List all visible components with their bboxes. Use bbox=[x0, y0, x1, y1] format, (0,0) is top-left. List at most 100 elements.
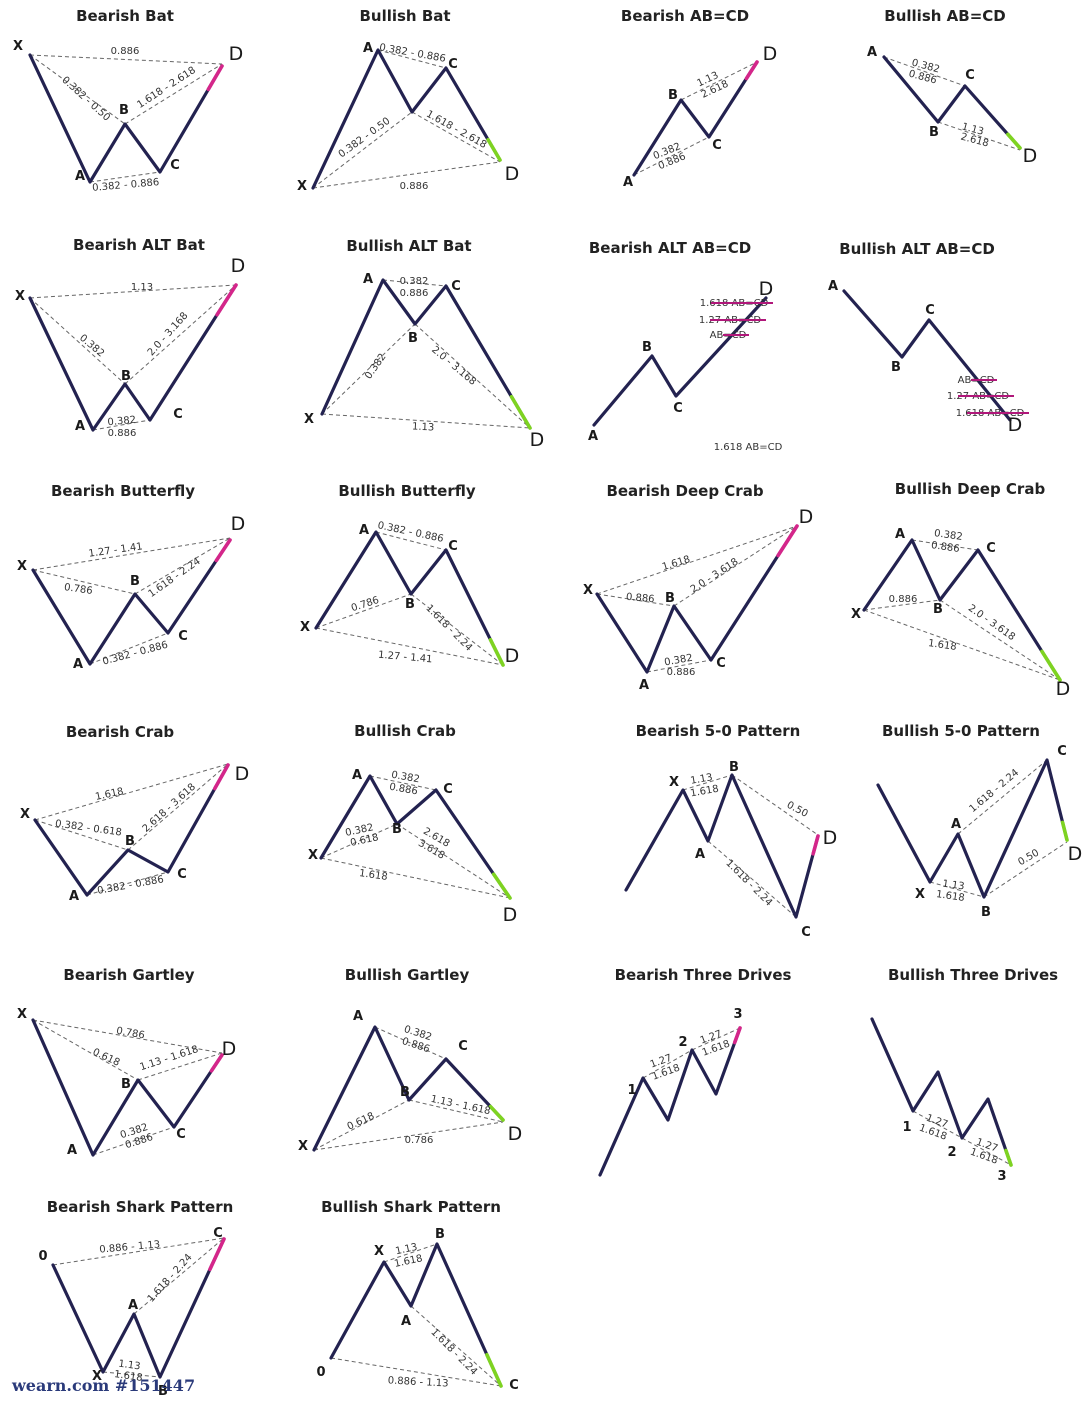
ratio-label: 1.618 - 2.24 bbox=[968, 767, 1022, 815]
price-path bbox=[314, 530, 505, 667]
price-path bbox=[319, 774, 512, 900]
ratio-label: 1.13 bbox=[942, 879, 966, 893]
point-label: B bbox=[665, 591, 675, 606]
ratio-label: 0.382 bbox=[107, 415, 136, 428]
point-label: X bbox=[304, 412, 314, 427]
point-label: C bbox=[177, 867, 187, 882]
point-label: A bbox=[69, 889, 79, 904]
point-label: A bbox=[75, 419, 85, 434]
ratio-label: 0.382 - 0.50 bbox=[59, 75, 112, 124]
bullish-completion-zone bbox=[485, 1352, 503, 1388]
ratio-label: 0.886 bbox=[625, 592, 654, 605]
pattern-title: Bullish Butterfly bbox=[338, 482, 476, 500]
ratio-guide-line bbox=[313, 1099, 410, 1151]
ratio-label: 1.618 - 2.24 bbox=[428, 1327, 479, 1378]
point-label: A bbox=[695, 847, 705, 862]
point-label: D bbox=[1068, 843, 1083, 865]
ratio-label: 1.13 bbox=[690, 772, 714, 787]
ratio-label: 1.27 - 1.41 bbox=[378, 650, 433, 666]
pattern-title: Bearish 5-0 Pattern bbox=[636, 722, 801, 740]
point-label: B bbox=[125, 834, 135, 849]
ratio-guide-line bbox=[29, 54, 126, 125]
ratio-guide-line bbox=[32, 537, 231, 571]
ratio-label: 1.27 - 1.41 bbox=[88, 541, 144, 559]
ratio-guide-line bbox=[29, 297, 126, 385]
ratio-label: 0.382 bbox=[390, 770, 420, 786]
ratio-guide-line bbox=[961, 1137, 1012, 1166]
point-label: X bbox=[374, 1244, 384, 1259]
point-label: D bbox=[799, 506, 814, 528]
point-label: C bbox=[801, 925, 811, 940]
ratio-label: 2.0 - 3.618 bbox=[689, 556, 741, 595]
point-label: X bbox=[851, 607, 861, 622]
panel-bullish-alt-abcd: Bullish ALT AB=CDACBDAB=CD1.27 AB=CD1.61… bbox=[828, 240, 1029, 436]
point-label: C bbox=[458, 1039, 468, 1054]
ratio-guide-line bbox=[330, 1357, 502, 1387]
ratio-label: 0.382 bbox=[363, 352, 388, 382]
pattern-title: Bearish Bat bbox=[76, 7, 174, 25]
price-path bbox=[842, 289, 1012, 422]
point-label: X bbox=[669, 775, 679, 790]
bullish-completion-zone bbox=[1060, 820, 1069, 842]
point-label: B bbox=[158, 1384, 168, 1399]
point-label: D bbox=[763, 43, 778, 65]
ratio-label: 0.786 bbox=[115, 1026, 145, 1042]
point-label: 3 bbox=[997, 1169, 1006, 1184]
ratio-label: 2.0 - 3.168 bbox=[146, 310, 191, 358]
ratio-guide-line bbox=[321, 323, 416, 415]
pattern-title: Bullish Shark Pattern bbox=[321, 1198, 501, 1216]
point-label: D bbox=[505, 163, 520, 185]
ratio-guide-line bbox=[86, 871, 169, 896]
point-label: 2 bbox=[947, 1145, 956, 1160]
pattern-title: Bullish Gartley bbox=[345, 966, 470, 984]
price-path bbox=[329, 1242, 503, 1388]
point-label: A bbox=[359, 523, 369, 538]
ratio-guide-line bbox=[929, 881, 985, 898]
ratio-guide-line bbox=[92, 1126, 175, 1156]
ratio-label: 0.786 bbox=[350, 595, 381, 614]
bearish-completion-zone bbox=[214, 538, 232, 563]
price-path bbox=[598, 1026, 742, 1177]
pattern-title: Bullish Deep Crab bbox=[895, 480, 1046, 498]
price-path bbox=[51, 1237, 226, 1379]
ratio-guide-line bbox=[127, 763, 229, 851]
ratio-label: 2.618 - 3.618 bbox=[141, 782, 198, 835]
price-path bbox=[311, 48, 502, 190]
ratio-label: 1.618 - 2.24 bbox=[423, 603, 474, 654]
ratio-label: 0.786 bbox=[63, 582, 93, 597]
ratio-label: 1.13 bbox=[412, 421, 435, 433]
ratio-guide-line bbox=[939, 599, 1061, 681]
price-path bbox=[632, 60, 759, 177]
point-label: A bbox=[75, 169, 85, 184]
point-label: C bbox=[965, 68, 975, 83]
ratio-guide-line bbox=[983, 841, 1068, 898]
ratio-label: 0.886 - 1.13 bbox=[99, 1239, 161, 1255]
ratio-guide-line bbox=[642, 1049, 693, 1079]
ratio-label: 0.886 bbox=[388, 782, 418, 798]
bullish-completion-zone bbox=[509, 394, 532, 430]
point-label: A bbox=[73, 657, 83, 672]
ratio-label: 0.886 bbox=[400, 181, 429, 192]
ratio-label: 1.618 bbox=[94, 786, 124, 803]
bearish-completion-zone bbox=[744, 60, 759, 81]
point-label: X bbox=[300, 620, 310, 635]
ratio-guide-line bbox=[92, 419, 151, 431]
point-label: B bbox=[668, 88, 678, 103]
point-label: B bbox=[408, 331, 418, 346]
price-path bbox=[595, 524, 799, 674]
ratio-label: 1.13 bbox=[394, 1242, 418, 1257]
ratio-label: 2.618 bbox=[959, 132, 990, 150]
panel-bullish-5-0: Bullish 5-0 Pattern C A X B D 1.618 - 2.24 0.50… bbox=[876, 722, 1083, 920]
bearish-completion-zone bbox=[213, 763, 230, 791]
point-label: D bbox=[235, 763, 250, 785]
ratio-label: 0.886 bbox=[108, 428, 137, 439]
ratio-guide-line bbox=[863, 609, 1061, 681]
ratio-label: 0.382 bbox=[77, 333, 106, 360]
point-label: A bbox=[639, 678, 649, 693]
point-label: B bbox=[891, 360, 901, 375]
panel-bearish-crab: Bearish Crab X B C A D 1.618 0.382 - 0.618 2.618… bbox=[20, 723, 249, 904]
point-label: X bbox=[915, 887, 925, 902]
